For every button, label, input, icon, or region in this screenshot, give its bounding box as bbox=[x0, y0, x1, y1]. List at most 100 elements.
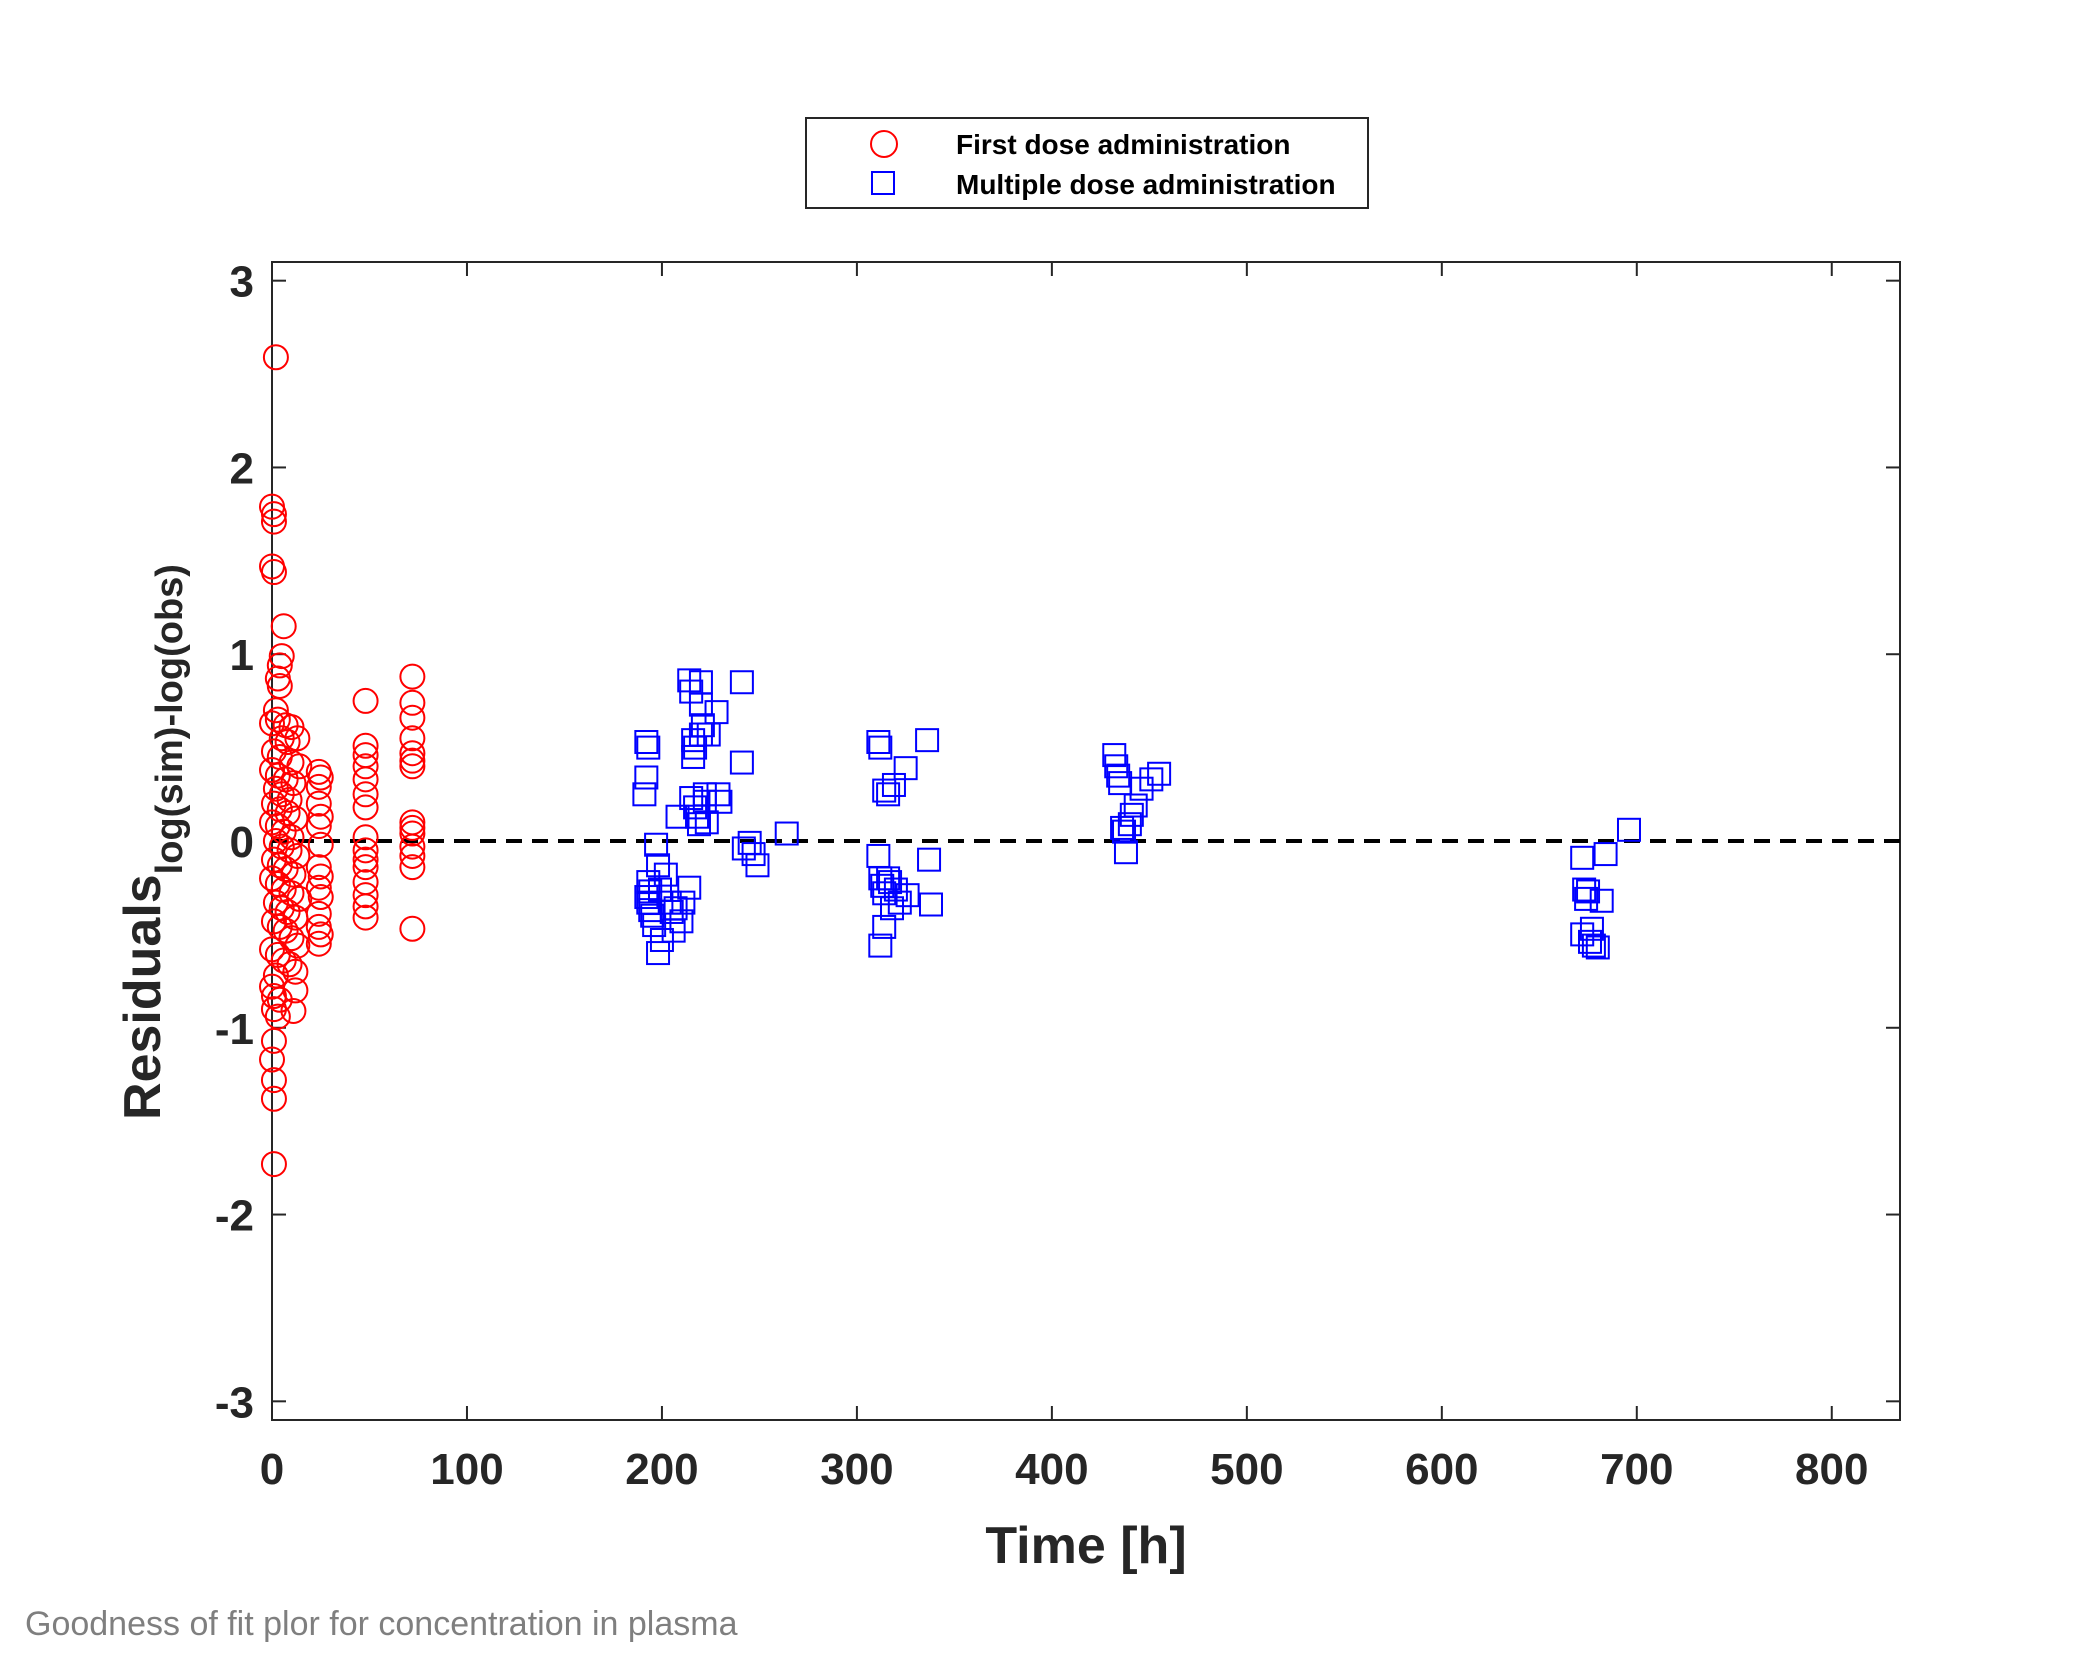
data-point-first-dose bbox=[305, 854, 332, 881]
data-point-multiple-dose bbox=[1117, 812, 1142, 837]
data-point-first-dose bbox=[270, 613, 297, 640]
data-point-multiple-dose bbox=[1576, 879, 1601, 904]
data-point-multiple-dose bbox=[640, 903, 665, 928]
data-point-first-dose bbox=[286, 753, 313, 780]
data-point-multiple-dose bbox=[731, 836, 756, 861]
data-point-first-dose bbox=[272, 856, 299, 883]
data-point-multiple-dose bbox=[706, 782, 731, 807]
data-point-multiple-dose bbox=[868, 735, 893, 760]
y-tick-labels: -3 -2 -1 0 1 2 3 bbox=[215, 258, 254, 1428]
data-point-first-dose bbox=[352, 753, 379, 780]
data-point-first-dose bbox=[276, 786, 303, 813]
data-point-multiple-dose bbox=[669, 909, 694, 934]
x-tick-label: 100 bbox=[430, 1445, 503, 1494]
data-point-first-dose bbox=[259, 757, 285, 784]
data-point-first-dose bbox=[305, 930, 332, 957]
data-point-first-dose bbox=[259, 1046, 285, 1073]
data-point-multiple-dose bbox=[634, 730, 659, 755]
data-point-first-dose bbox=[268, 725, 295, 752]
data-point-multiple-dose bbox=[708, 789, 733, 814]
data-point-multiple-dose bbox=[866, 730, 891, 755]
legend-marker-multiple-dose bbox=[871, 171, 895, 195]
data-point-first-dose bbox=[352, 732, 379, 759]
data-point-first-dose bbox=[352, 687, 379, 714]
x-tick-label: 400 bbox=[1015, 1445, 1088, 1494]
data-point-first-dose bbox=[260, 983, 287, 1010]
svg-text:Residualslog(sim)-log(obs): Residualslog(sim)-log(obs) bbox=[114, 564, 191, 1120]
data-point-first-dose bbox=[352, 846, 379, 873]
data-point-first-dose bbox=[399, 915, 426, 942]
data-point-first-dose bbox=[352, 854, 379, 881]
x-tick-label: 600 bbox=[1405, 1445, 1478, 1494]
data-point-multiple-dose bbox=[1570, 845, 1595, 870]
y-axis-title: Residualslog(sim)-log(obs) bbox=[114, 564, 191, 1120]
data-point-first-dose bbox=[352, 794, 379, 821]
data-point-multiple-dose bbox=[1577, 929, 1602, 954]
data-point-first-dose bbox=[268, 781, 295, 808]
data-point-first-dose bbox=[305, 900, 332, 927]
data-point-multiple-dose bbox=[774, 821, 799, 846]
data-point-first-dose bbox=[278, 925, 305, 952]
data-point-first-dose bbox=[399, 704, 426, 731]
data-point-first-dose bbox=[262, 344, 289, 371]
data-point-multiple-dose bbox=[671, 890, 696, 915]
legend-label-multiple-dose: Multiple dose administration bbox=[956, 169, 1336, 200]
y-tick-label: 0 bbox=[230, 818, 254, 867]
data-point-first-dose bbox=[274, 729, 301, 756]
data-point-multiple-dose bbox=[872, 778, 897, 803]
x-tick-label: 500 bbox=[1210, 1445, 1283, 1494]
data-point-first-dose bbox=[259, 710, 285, 737]
data-point-multiple-dose bbox=[917, 847, 942, 872]
data-point-first-dose bbox=[305, 874, 332, 901]
data-point-first-dose bbox=[260, 501, 287, 528]
data-point-first-dose bbox=[307, 884, 334, 911]
data-point-first-dose bbox=[399, 833, 426, 860]
data-point-multiple-dose bbox=[1585, 935, 1610, 960]
plot-area bbox=[259, 261, 1901, 1421]
y-tick-label: 2 bbox=[230, 444, 254, 493]
data-point-first-dose bbox=[260, 1085, 287, 1112]
data-point-multiple-dose bbox=[692, 789, 717, 814]
data-point-first-dose bbox=[399, 740, 426, 767]
data-point-first-dose bbox=[399, 725, 426, 752]
data-point-multiple-dose bbox=[745, 853, 770, 878]
data-point-multiple-dose bbox=[729, 750, 754, 775]
y-tick-label: 3 bbox=[230, 258, 254, 307]
data-point-multiple-dose bbox=[1123, 793, 1148, 818]
data-point-multiple-dose bbox=[679, 786, 704, 811]
data-point-multiple-dose bbox=[704, 700, 729, 725]
data-point-multiple-dose bbox=[632, 782, 657, 807]
data-point-first-dose bbox=[262, 697, 289, 724]
data-point-first-dose bbox=[307, 764, 334, 791]
data-point-multiple-dose bbox=[694, 810, 719, 835]
data-point-multiple-dose bbox=[1113, 840, 1138, 865]
data-point-multiple-dose bbox=[634, 885, 659, 910]
data-point-multiple-dose bbox=[1589, 888, 1614, 913]
data-point-first-dose bbox=[278, 824, 305, 851]
x-tick-labels: 0 100 200 300 400 500 600 700 800 bbox=[260, 1445, 1869, 1494]
data-point-first-dose bbox=[264, 706, 291, 733]
data-point-first-dose bbox=[352, 837, 379, 864]
y-tick-label: 1 bbox=[230, 631, 254, 680]
data-point-first-dose bbox=[352, 766, 379, 793]
data-point-multiple-dose bbox=[1106, 763, 1131, 788]
data-point-first-dose bbox=[307, 921, 334, 948]
data-point-first-dose bbox=[260, 1067, 287, 1094]
first-dose-series bbox=[259, 344, 426, 1178]
legend-marker-first-dose bbox=[870, 130, 898, 158]
data-point-multiple-dose bbox=[918, 892, 943, 917]
data-point-multiple-dose bbox=[880, 896, 905, 921]
x-tick-label: 0 bbox=[260, 1445, 284, 1494]
data-point-first-dose bbox=[352, 824, 379, 851]
data-point-multiple-dose bbox=[878, 870, 903, 895]
data-point-first-dose bbox=[282, 977, 309, 1004]
data-point-first-dose bbox=[352, 893, 379, 920]
y-axis-title-main: Residuals bbox=[114, 874, 172, 1120]
data-point-first-dose bbox=[274, 898, 301, 925]
data-point-first-dose bbox=[399, 854, 426, 881]
data-point-multiple-dose bbox=[646, 941, 671, 966]
data-point-multiple-dose bbox=[1616, 817, 1641, 842]
data-point-first-dose bbox=[260, 1027, 287, 1054]
data-point-multiple-dose bbox=[895, 883, 920, 908]
